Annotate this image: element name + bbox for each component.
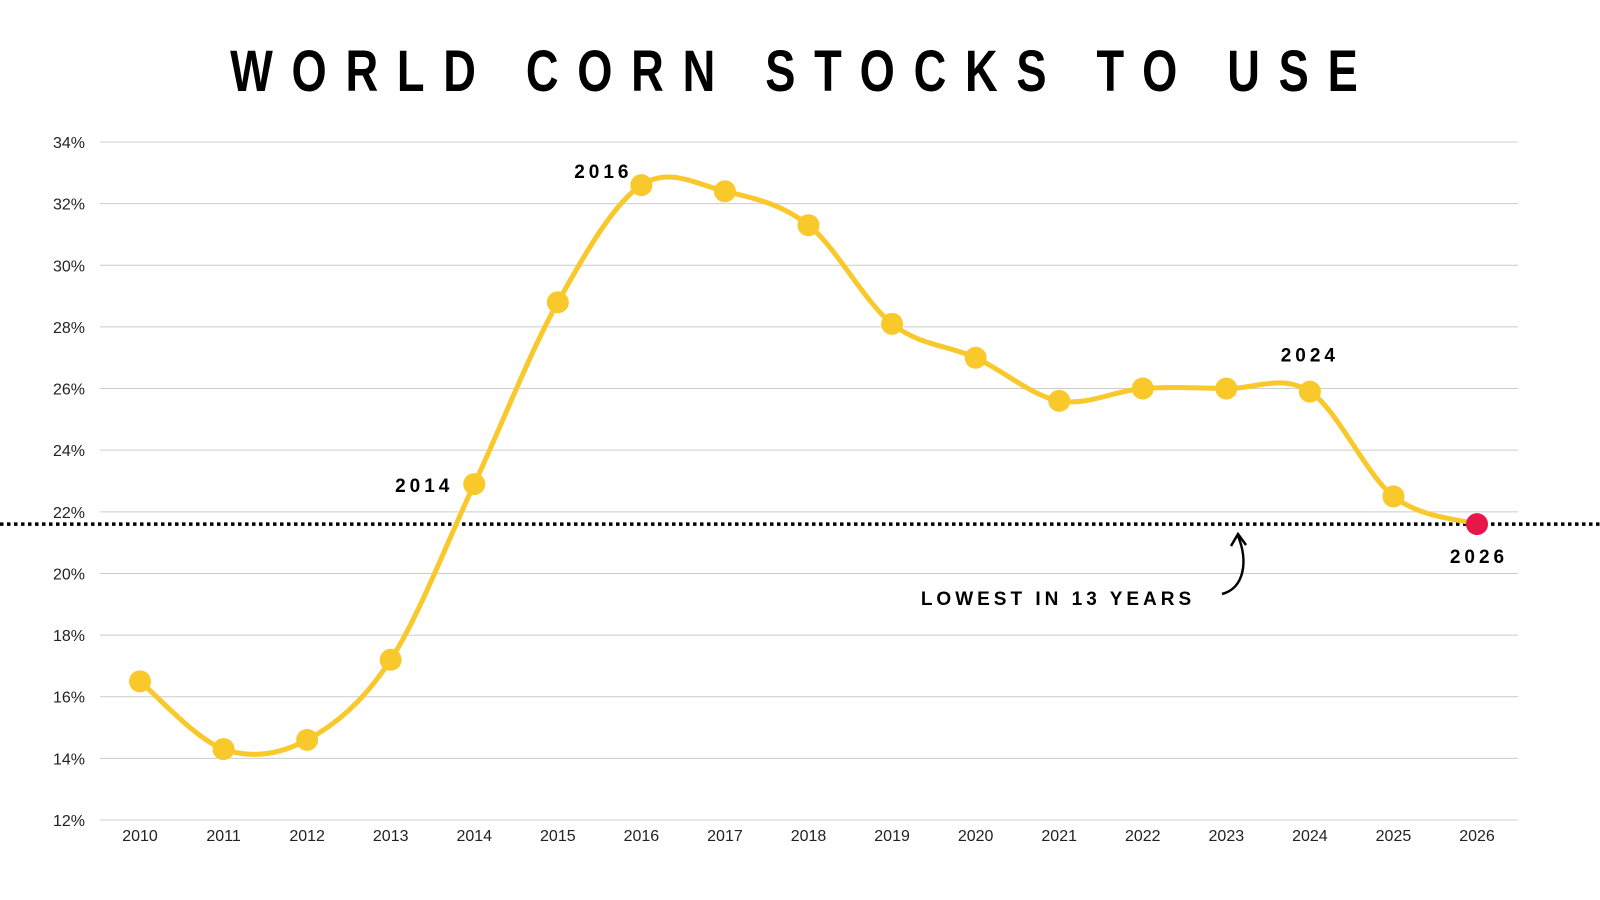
annotation-arrow <box>1221 535 1245 596</box>
x-tick-label: 2012 <box>289 828 325 845</box>
data-point-2016 <box>630 174 653 197</box>
y-tick-label: 28% <box>53 320 85 337</box>
x-tick-label: 2010 <box>122 828 158 845</box>
y-tick-label: 14% <box>53 751 85 768</box>
x-tick-label: 2011 <box>206 828 241 845</box>
x-tick-label: 2014 <box>456 828 492 845</box>
data-point-2014 <box>463 473 486 496</box>
x-tick-label: 2018 <box>791 828 827 845</box>
point-label-2026: 2026 <box>1450 547 1508 568</box>
x-tick-label: 2024 <box>1292 828 1328 845</box>
x-tick-label: 2019 <box>874 828 910 845</box>
y-tick-label: 26% <box>53 382 85 399</box>
data-point-2011 <box>212 738 235 761</box>
x-tick-label: 2016 <box>624 828 660 845</box>
y-tick-label: 16% <box>53 690 85 707</box>
data-point-2012 <box>296 728 319 751</box>
y-tick-label: 34% <box>53 135 85 152</box>
x-tick-label: 2023 <box>1209 828 1245 845</box>
y-tick-label: 18% <box>53 628 85 645</box>
arrow-head-icon <box>1229 531 1248 547</box>
point-label-2016: 2016 <box>574 162 632 183</box>
y-tick-label: 22% <box>53 505 85 522</box>
point-label-2014: 2014 <box>395 476 453 497</box>
data-point-2025 <box>1382 485 1405 508</box>
data-point-2010 <box>129 670 151 693</box>
x-tick-label: 2015 <box>540 828 576 845</box>
y-tick-label: 24% <box>53 443 85 460</box>
data-point-2015 <box>546 291 569 314</box>
y-tick-label: 32% <box>53 197 85 214</box>
x-tick-label: 2017 <box>707 828 743 845</box>
annotation-text: LOWEST IN 13 YEARS <box>921 589 1195 610</box>
data-point-2024 <box>1298 380 1321 403</box>
point-label-2024: 2024 <box>1281 346 1339 367</box>
data-point-2019 <box>881 312 904 335</box>
y-tick-label: 12% <box>53 813 85 830</box>
chart-title: WORLD CORN STOCKS TO USE <box>230 39 1377 104</box>
series-line <box>137 174 1480 757</box>
data-point-2023 <box>1215 377 1238 400</box>
x-tick-label: 2026 <box>1459 828 1495 845</box>
data-point-2026 <box>1466 513 1488 536</box>
data-point-2013 <box>379 648 402 671</box>
data-point-2022 <box>1131 377 1154 400</box>
x-tick-label: 2025 <box>1376 828 1412 845</box>
x-tick-label: 2021 <box>1041 828 1077 845</box>
data-point-2020 <box>964 346 987 369</box>
y-tick-label: 30% <box>53 258 85 275</box>
x-tick-label: 2022 <box>1125 828 1161 845</box>
y-tick-label: 20% <box>53 566 85 583</box>
x-tick-label: 2013 <box>373 828 409 845</box>
x-tick-label: 2020 <box>958 828 994 845</box>
data-point-2018 <box>797 214 820 237</box>
data-point-2017 <box>713 180 736 203</box>
data-point-2021 <box>1048 389 1071 412</box>
